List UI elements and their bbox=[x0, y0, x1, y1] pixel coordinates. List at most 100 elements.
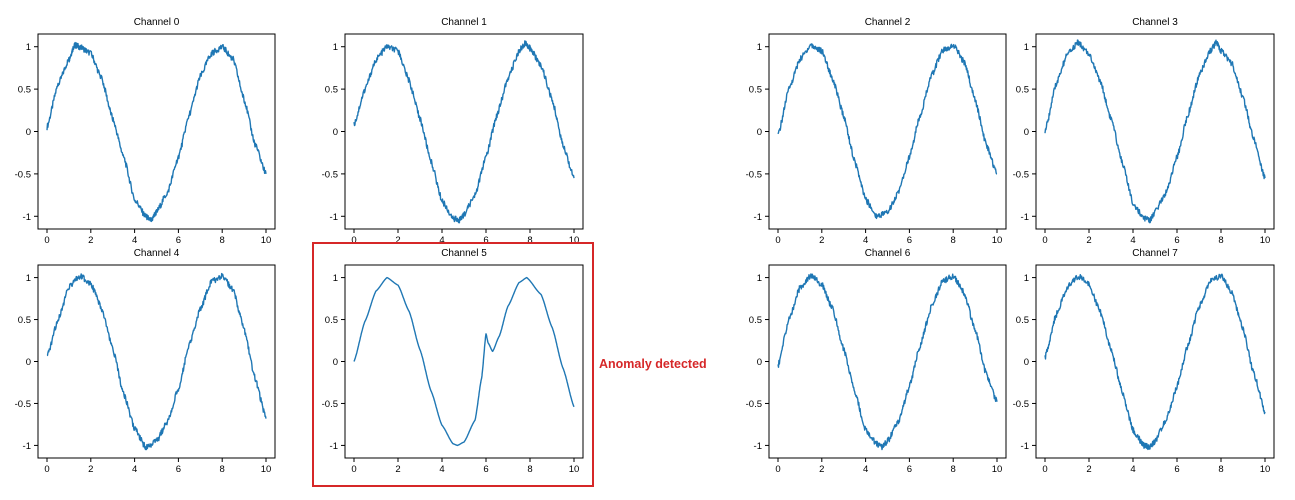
panel-title: Channel 2 bbox=[865, 17, 911, 28]
axes-frame bbox=[37, 264, 276, 459]
y-tick-label: 1 bbox=[1024, 42, 1029, 53]
panel-title: Channel 0 bbox=[134, 17, 180, 28]
axes-frame bbox=[768, 264, 1007, 459]
y-tick-label: 0.5 bbox=[749, 85, 762, 96]
y-tick-label: 1 bbox=[26, 273, 31, 284]
x-tick-label: 6 bbox=[1174, 235, 1179, 246]
y-tick-label: -1 bbox=[754, 212, 762, 223]
y-tick-label: 1 bbox=[757, 273, 762, 284]
x-tick-label: 4 bbox=[863, 235, 868, 246]
x-tick-label: 4 bbox=[1130, 464, 1135, 475]
y-tick-label: 1 bbox=[1024, 273, 1029, 284]
x-tick-label: 6 bbox=[483, 235, 488, 246]
x-tick-label: 4 bbox=[863, 464, 868, 475]
x-tick-label: 8 bbox=[220, 235, 225, 246]
x-tick-label: 8 bbox=[1218, 235, 1223, 246]
x-tick-label: 0 bbox=[775, 235, 780, 246]
x-tick-label: 2 bbox=[395, 464, 400, 475]
panel-title: Channel 4 bbox=[134, 248, 180, 259]
y-tick-label: 1 bbox=[333, 42, 338, 53]
y-tick-label: -0.5 bbox=[1013, 169, 1029, 180]
y-tick-label: -1 bbox=[330, 212, 338, 223]
axes-frame bbox=[1035, 33, 1275, 230]
y-tick-label: 0 bbox=[26, 357, 31, 368]
axes-frame bbox=[344, 33, 584, 230]
y-tick-label: -1 bbox=[330, 441, 338, 452]
x-tick-label: 0 bbox=[1042, 464, 1047, 475]
y-tick-label: 0.5 bbox=[1016, 85, 1029, 96]
panel-title: Channel 5 bbox=[441, 248, 487, 259]
x-tick-label: 0 bbox=[44, 235, 49, 246]
x-tick-label: 6 bbox=[1174, 464, 1179, 475]
y-tick-label: -0.5 bbox=[15, 169, 31, 180]
panel-channel-5: Channel 5 0 2 4 6 8 10 1 0.5 0 -0.5 -1 Anomaly detec… bbox=[312, 242, 707, 487]
y-tick-label: -0.5 bbox=[322, 169, 338, 180]
series-line bbox=[46, 272, 267, 451]
x-tick-label: 10 bbox=[992, 464, 1003, 475]
y-tick-label: 0.5 bbox=[18, 85, 31, 96]
anomaly-annotation: Anomaly detected bbox=[599, 357, 707, 371]
y-tick-label: 0 bbox=[1024, 127, 1029, 138]
x-tick-label: 10 bbox=[569, 464, 580, 475]
x-tick-label: 8 bbox=[951, 235, 956, 246]
x-tick-label: 6 bbox=[176, 464, 181, 475]
x-tick-label: 2 bbox=[1086, 235, 1091, 246]
x-tick-label: 2 bbox=[1086, 464, 1091, 475]
x-tick-label: 8 bbox=[951, 464, 956, 475]
panel-channel-7: Channel 7 0 2 4 6 8 10 1 0.5 0 -0.5 -1 bbox=[1013, 248, 1275, 475]
y-tick-label: -1 bbox=[1021, 212, 1029, 223]
axes-frame bbox=[344, 264, 584, 459]
series-line bbox=[1044, 273, 1266, 451]
x-tick-label: 6 bbox=[176, 235, 181, 246]
y-tick-label: -0.5 bbox=[746, 399, 762, 410]
x-tick-label: 8 bbox=[1218, 464, 1223, 475]
y-tick-label: -0.5 bbox=[1013, 399, 1029, 410]
axes-frame bbox=[37, 33, 276, 230]
y-tick-label: 0.5 bbox=[18, 315, 31, 326]
y-tick-label: 0.5 bbox=[749, 315, 762, 326]
y-tick-label: 0 bbox=[757, 357, 762, 368]
x-tick-label: 10 bbox=[569, 235, 580, 246]
x-tick-label: 10 bbox=[992, 235, 1003, 246]
panel-title: Channel 3 bbox=[1132, 17, 1178, 28]
y-tick-label: 1 bbox=[26, 42, 31, 53]
y-tick-label: -1 bbox=[754, 441, 762, 452]
x-tick-label: 4 bbox=[132, 464, 137, 475]
series-line bbox=[46, 41, 267, 223]
x-tick-label: 0 bbox=[775, 464, 780, 475]
panel-channel-6: Channel 6 0 2 4 6 8 10 1 0.5 0 -0.5 -1 bbox=[746, 248, 1007, 475]
panel-title: Channel 7 bbox=[1132, 248, 1178, 259]
y-tick-label: -1 bbox=[23, 441, 31, 452]
x-tick-label: 10 bbox=[1260, 464, 1271, 475]
series-line bbox=[353, 276, 575, 447]
panel-channel-4: Channel 4 0 2 4 6 8 10 1 0.5 0 -0.5 -1 bbox=[15, 248, 276, 475]
y-tick-label: -0.5 bbox=[746, 169, 762, 180]
x-tick-label: 8 bbox=[220, 464, 225, 475]
panel-channel-3: Channel 3 0 2 4 6 8 10 1 0.5 0 -0.5 -1 bbox=[1013, 17, 1275, 246]
x-tick-label: 4 bbox=[439, 464, 444, 475]
x-tick-label: 8 bbox=[527, 235, 532, 246]
series-line bbox=[777, 273, 998, 451]
x-tick-label: 0 bbox=[351, 235, 356, 246]
anomaly-highlight-box bbox=[312, 242, 594, 487]
panel-channel-0: Channel 0 0 2 4 6 8 10 1 0.5 0 -0.5 -1 bbox=[15, 17, 276, 246]
y-tick-label: 0.5 bbox=[1016, 315, 1029, 326]
x-tick-label: 8 bbox=[527, 464, 532, 475]
x-tick-label: 2 bbox=[88, 235, 93, 246]
series-line bbox=[1044, 39, 1266, 224]
x-tick-label: 6 bbox=[907, 235, 912, 246]
y-tick-label: 1 bbox=[757, 42, 762, 53]
x-tick-label: 10 bbox=[261, 235, 272, 246]
y-tick-label: 0 bbox=[333, 127, 338, 138]
y-tick-label: 0 bbox=[26, 127, 31, 138]
x-tick-label: 4 bbox=[1130, 235, 1135, 246]
x-tick-label: 4 bbox=[439, 235, 444, 246]
axes-frame bbox=[1035, 264, 1275, 459]
y-tick-label: -1 bbox=[1021, 441, 1029, 452]
panel-channel-2: Channel 2 0 2 4 6 8 10 1 0.5 0 -0.5 -1 bbox=[746, 17, 1007, 246]
y-tick-label: 0 bbox=[333, 357, 338, 368]
x-tick-label: 10 bbox=[1260, 235, 1271, 246]
x-tick-label: 6 bbox=[907, 464, 912, 475]
x-tick-label: 0 bbox=[1042, 235, 1047, 246]
